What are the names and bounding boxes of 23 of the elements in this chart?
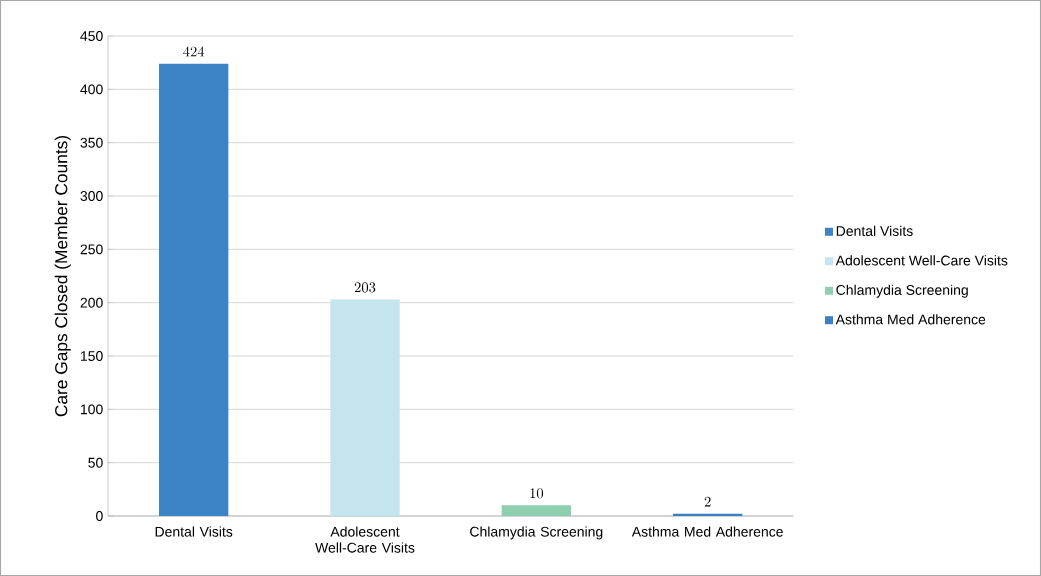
y-tick-label: 450	[80, 31, 103, 41]
y-tick-label: 300	[80, 191, 103, 201]
legend-label: Chlamydia Screening	[836, 284, 968, 298]
y-tick-label: 50	[88, 457, 103, 468]
data-label: 424	[183, 46, 205, 57]
y-tick-label: 100	[81, 404, 103, 415]
y-tick-label: 350	[80, 137, 103, 148]
x-tick-label: Dental Visits	[155, 526, 233, 537]
y-tick-label: 400	[80, 84, 103, 95]
data-label: 10	[530, 488, 544, 499]
legend-label: Dental Visits	[836, 225, 913, 237]
data-label: 203	[354, 282, 376, 293]
x-tick-label: Chlamydia Screening	[470, 526, 603, 540]
data-label: 2	[704, 496, 711, 507]
y-tick-label: 200	[80, 297, 103, 308]
legend-label: Adolescent Well-Care Visits	[835, 255, 1008, 266]
y-axis-title: Care Gaps Closed (Member Counts)	[54, 136, 71, 417]
x-tick-label: Asthma Med Adherence	[631, 526, 783, 537]
x-tick-label: Adolescent Well-Care Visits	[315, 526, 415, 553]
y-tick-label: 0	[96, 511, 103, 521]
y-tick-label: 150	[81, 351, 103, 361]
y-tick-label: 250	[80, 244, 103, 255]
legend-label: Asthma Med Adherence	[835, 314, 986, 325]
